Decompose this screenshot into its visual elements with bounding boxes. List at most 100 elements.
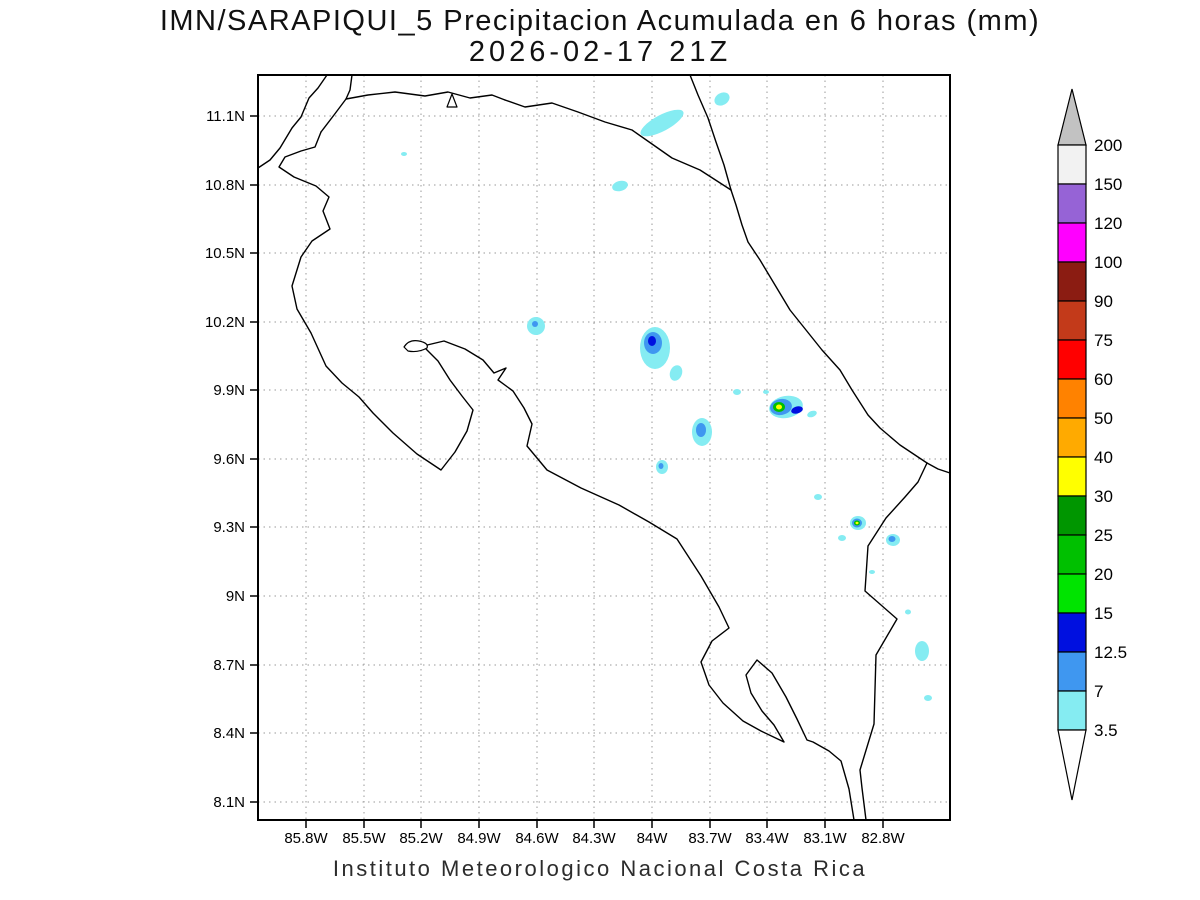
lat-tick-label: 8.1N [213, 794, 245, 811]
costa-rica-pacific-coastline [278, 131, 855, 821]
lat-tick-label: 8.4N [213, 725, 245, 742]
lat-tick-label: 10.8N [205, 177, 245, 194]
colorbar-segment [1057, 456, 1087, 497]
colorbar-tick-label: 200 [1094, 136, 1122, 155]
chart-valid-time: 2026-02-17 21Z [468, 36, 732, 68]
precip-cell-level-3.5 [869, 570, 875, 574]
lon-tick-label: 83.7W [688, 830, 732, 847]
colorbar-segment [1057, 144, 1087, 185]
precipitation-shading-layer [401, 92, 932, 701]
colorbar-segment [1057, 495, 1087, 536]
colorbar-tick-label: 12.5 [1094, 643, 1127, 662]
footer-caption: Instituto Meteorologico Nacional Costa R… [332, 856, 868, 881]
precip-cell-level-3.5 [640, 109, 684, 137]
lat-tick-label: 9N [226, 588, 245, 605]
colorbar-tick-label: 75 [1094, 331, 1113, 350]
lon-tick-label: 85.8W [284, 830, 328, 847]
colorbar-segment [1057, 417, 1087, 458]
lon-tick-label: 84W [637, 830, 669, 847]
lake-island [446, 93, 458, 108]
precip-cell-level-3.5 [807, 410, 817, 418]
colorbar-segment [1057, 612, 1087, 653]
chart-title: IMN/SARAPIQUI_5 Precipitacion Acumulada … [159, 5, 1041, 37]
lon-tick-label: 84.9W [457, 830, 501, 847]
lat-tick-label: 10.5N [205, 245, 245, 262]
san-juan-river-border [504, 99, 732, 191]
colorbar-segment [1057, 339, 1087, 380]
precip-cell-level-3.5 [733, 389, 741, 395]
panama-caribbean-coastline [926, 462, 951, 474]
colorbar-segment [1057, 573, 1087, 614]
colorbar-segment [1057, 534, 1087, 575]
lon-tick-label: 84.6W [515, 830, 559, 847]
colorbar-tick-label: 60 [1094, 370, 1113, 389]
precip-cell-level-7 [696, 423, 706, 437]
lat-tick-label: 10.2N [205, 314, 245, 331]
precip-cell-level-3.5 [401, 152, 407, 156]
lat-tick-label: 11.1N [206, 108, 245, 125]
lat-tick-label: 9.9N [213, 382, 245, 399]
precip-cell-level-7 [532, 321, 538, 327]
precip-cell-level-3.5 [924, 695, 932, 701]
precip-cell-level-30 [776, 404, 782, 410]
colorbar-tick-label: 3.5 [1094, 721, 1118, 740]
precip-cell-level-7 [658, 463, 664, 469]
precip-cell-level-3.5 [763, 390, 769, 394]
colorbar-segment [1057, 183, 1087, 224]
chira-island [403, 340, 428, 353]
coastline-layer [257, 74, 951, 821]
colorbar-tick-label: 7 [1094, 682, 1103, 701]
lon-tick-label: 85.5W [342, 830, 386, 847]
lake-nicaragua-shoreline [345, 74, 506, 101]
colorbar-tick-label: 30 [1094, 487, 1113, 506]
lon-tick-label: 82.8W [861, 830, 905, 847]
precip-cell-level-12.5 [791, 406, 803, 414]
lon-tick-label: 83.1W [803, 830, 847, 847]
colorbar-bottom-arrow [1057, 729, 1087, 801]
precip-cell-level-3.5 [814, 494, 822, 500]
colorbar-tick-label: 25 [1094, 526, 1113, 545]
precip-cell-level-3.5 [838, 535, 846, 541]
lat-tick-label: 9.6N [213, 451, 245, 468]
map-frame [257, 74, 951, 821]
colorbar-tick-label: 90 [1094, 292, 1113, 311]
colorbar-segment [1057, 690, 1087, 731]
lon-tick-label: 83.4W [745, 830, 789, 847]
colorbar-segment [1057, 300, 1087, 341]
axis-layer: 85.8W 85.5W 85.2W 84.9W 84.6W 84.3W 84W 83.7W 83… [205, 108, 906, 847]
precip-cell-level-12.5 [648, 336, 656, 346]
colorbar-tick-label: 150 [1094, 175, 1122, 194]
colorbar: 200 150 120 100 90 75 60 50 40 30 25 20 15 12.5 7 3.5 [1057, 88, 1127, 801]
lon-tick-label: 84.3W [572, 830, 616, 847]
colorbar-segment [1057, 222, 1087, 263]
precip-cell-level-30 [855, 521, 859, 525]
precip-cell-level-3.5 [905, 609, 911, 615]
precip-cell-level-3.5 [714, 92, 730, 106]
costa-rica-nicaragua-border-west [320, 98, 347, 133]
lon-tick-label: 85.2W [399, 830, 443, 847]
nicaragua-caribbean-coastline [689, 74, 732, 191]
precip-cell-level-3.5 [669, 365, 683, 381]
chart-title-block: IMN/SARAPIQUI_5 Precipitacion Acumulada … [0, 6, 1200, 68]
nicaragua-pacific-coastline [257, 74, 328, 169]
lat-tick-label: 9.3N [213, 519, 245, 536]
precip-cell-level-3.5 [612, 180, 628, 192]
costa-rica-caribbean-coastline [730, 189, 928, 464]
colorbar-tick-label: 15 [1094, 604, 1113, 623]
colorbar-segment [1057, 651, 1087, 692]
precip-cell-level-3.5 [915, 641, 929, 661]
colorbar-segment [1057, 261, 1087, 302]
colorbar-tick-label: 100 [1094, 253, 1122, 272]
lat-tick-label: 8.7N [213, 657, 245, 674]
colorbar-tick-label: 50 [1094, 409, 1113, 428]
colorbar-segment [1057, 378, 1087, 419]
colorbar-tick-label: 40 [1094, 448, 1113, 467]
precip-cell-level-7 [888, 536, 896, 542]
grid-layer [258, 75, 950, 820]
costa-rica-panama-border [859, 462, 928, 821]
colorbar-top-arrow [1057, 88, 1087, 146]
colorbar-tick-label: 20 [1094, 565, 1113, 584]
colorbar-tick-label: 120 [1094, 214, 1122, 233]
